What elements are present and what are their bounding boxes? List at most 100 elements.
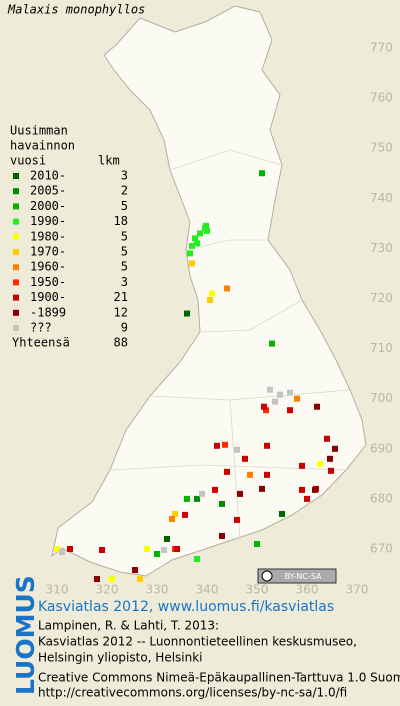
observation-square [199, 490, 205, 497]
observation-dots [54, 170, 338, 583]
observation-square [161, 547, 167, 554]
observation-square [197, 230, 203, 237]
observation-square [269, 340, 275, 347]
y-tick-label: 760 [370, 91, 393, 105]
observation-square [272, 398, 278, 405]
y-tick-label: 730 [370, 241, 393, 255]
legend-count: 5 [121, 245, 128, 259]
observation-square [54, 546, 60, 552]
legend-header: Uusimman [10, 124, 68, 138]
license-url[interactable]: http://creativecommons.org/licenses/by-n… [38, 686, 347, 700]
y-tick-label: 720 [370, 291, 393, 305]
observation-square [327, 455, 333, 462]
observation-square [219, 532, 225, 539]
observation-square [99, 547, 105, 554]
observation-square [287, 407, 293, 414]
observation-square [164, 535, 170, 542]
observation-square [203, 222, 209, 229]
y-tick-label: 750 [370, 141, 393, 155]
observation-square [324, 435, 330, 442]
observation-square [242, 455, 248, 462]
observation-square [59, 549, 65, 556]
observation-square [207, 297, 213, 304]
luomus-logo: LUOMUS [11, 575, 40, 695]
citation: Lampinen, R. & Lahti, T. 2013: [38, 619, 219, 633]
observation-square [67, 546, 73, 552]
observation-square [222, 441, 228, 448]
observation-square [209, 290, 215, 297]
observation-square [194, 240, 200, 247]
legend-swatch [13, 173, 19, 179]
legend-count: 21 [114, 290, 128, 304]
legend-count: 5 [121, 260, 128, 274]
observation-square [317, 460, 323, 467]
legend-swatch [13, 233, 19, 240]
legend-total: 88 [114, 336, 128, 350]
cc-badge: BY-NC-SA [257, 568, 337, 584]
legend-swatch [13, 294, 19, 301]
observation-square [287, 389, 293, 396]
legend-swatch [13, 264, 19, 271]
observation-square [189, 242, 195, 249]
legend-label: 1900- [30, 290, 66, 304]
observation-square [194, 495, 200, 502]
legend-count: 9 [121, 321, 128, 335]
citation: Helsingin yliopisto, Helsinki [38, 651, 203, 665]
observation-square [169, 515, 175, 522]
legend-swatch [13, 218, 19, 225]
observation-square [189, 260, 195, 267]
legend-count: 5 [121, 199, 128, 213]
legend-swatch [13, 309, 19, 316]
legend-total-label: Yhteensä [12, 336, 70, 350]
legend-label: 1970- [30, 245, 66, 259]
observation-square [314, 403, 320, 410]
observation-square [261, 403, 267, 410]
legend-label: 1990- [30, 214, 66, 228]
observation-square [184, 495, 190, 502]
x-tick-label: 330 [146, 583, 169, 597]
observation-square [299, 462, 305, 469]
observation-square [109, 576, 115, 583]
observation-square [137, 576, 143, 583]
y-tick-label: 770 [370, 41, 393, 55]
y-tick-label: 680 [370, 491, 393, 505]
observation-square [224, 285, 230, 292]
x-tick-label: 360 [296, 583, 319, 597]
observation-square [332, 445, 338, 452]
legend-swatch [13, 279, 19, 286]
y-tick-label: 670 [370, 542, 393, 556]
observation-square [174, 546, 180, 552]
observation-square [267, 386, 273, 393]
observation-square [247, 471, 253, 478]
observation-square [294, 395, 300, 402]
observation-square [184, 310, 190, 317]
x-tick-label: 370 [346, 583, 369, 597]
legend-swatch [13, 325, 19, 331]
y-tick-label: 740 [370, 191, 393, 205]
legend: Uusimman havainnon vuosi lkm 2010- 3 2005-… [10, 124, 128, 350]
observation-square [94, 576, 100, 583]
region-borders [109, 149, 351, 541]
license-badge: BY-NC-SA [284, 572, 322, 581]
observation-square [259, 170, 265, 177]
observation-square [187, 250, 193, 257]
x-tick-label: 310 [46, 583, 69, 597]
legend-label: 1950- [30, 275, 66, 289]
observation-square [212, 486, 218, 493]
observation-square [154, 551, 160, 558]
citation: Kasviatlas 2012 -- Luonnontieteellinen k… [38, 635, 357, 649]
observation-square [144, 546, 150, 552]
footer-link[interactable]: Kasviatlas 2012, www.luomus.fi/kasviatla… [38, 599, 334, 615]
y-tick-label: 710 [370, 341, 393, 355]
legend-count: 3 [121, 169, 128, 183]
observation-square [312, 486, 318, 493]
observation-square [214, 442, 220, 449]
observation-square [132, 567, 138, 574]
observation-square [194, 556, 200, 563]
species-title: Malaxis monophyllos [7, 3, 145, 17]
observation-square [264, 471, 270, 478]
observation-square [259, 485, 265, 492]
legend-header: vuosi [10, 154, 46, 168]
observation-square [172, 510, 178, 517]
